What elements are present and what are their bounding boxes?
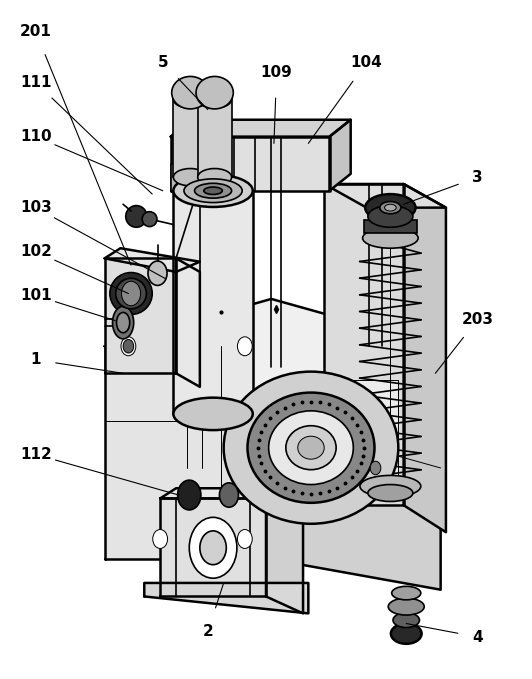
Bar bbox=[198, 99, 231, 177]
Ellipse shape bbox=[173, 175, 253, 207]
Ellipse shape bbox=[298, 436, 324, 459]
Polygon shape bbox=[105, 258, 176, 373]
Ellipse shape bbox=[269, 411, 353, 485]
Bar bbox=[364, 221, 417, 233]
Ellipse shape bbox=[380, 202, 401, 214]
Ellipse shape bbox=[117, 312, 130, 333]
Bar bbox=[173, 99, 207, 177]
Polygon shape bbox=[160, 488, 282, 498]
Polygon shape bbox=[324, 184, 404, 505]
Polygon shape bbox=[266, 498, 303, 613]
Text: 3: 3 bbox=[472, 170, 483, 185]
Circle shape bbox=[219, 483, 238, 507]
Circle shape bbox=[200, 531, 226, 565]
Ellipse shape bbox=[368, 206, 413, 227]
Ellipse shape bbox=[365, 194, 415, 221]
Text: 203: 203 bbox=[462, 312, 494, 327]
Circle shape bbox=[153, 530, 168, 549]
Polygon shape bbox=[171, 120, 351, 136]
Text: 109: 109 bbox=[261, 65, 293, 80]
Ellipse shape bbox=[198, 91, 231, 108]
Circle shape bbox=[370, 461, 381, 475]
Ellipse shape bbox=[360, 475, 421, 497]
Ellipse shape bbox=[363, 228, 418, 249]
Circle shape bbox=[121, 281, 140, 306]
Circle shape bbox=[123, 340, 134, 353]
Ellipse shape bbox=[173, 91, 207, 108]
Ellipse shape bbox=[172, 77, 209, 109]
Polygon shape bbox=[329, 120, 351, 191]
Circle shape bbox=[121, 337, 136, 356]
Ellipse shape bbox=[195, 183, 231, 198]
Circle shape bbox=[237, 337, 252, 356]
Text: 111: 111 bbox=[20, 75, 52, 90]
Polygon shape bbox=[144, 583, 309, 613]
Polygon shape bbox=[171, 136, 329, 191]
Polygon shape bbox=[105, 299, 440, 397]
Text: 101: 101 bbox=[20, 288, 52, 303]
Polygon shape bbox=[340, 380, 398, 495]
Ellipse shape bbox=[173, 168, 207, 186]
Bar bbox=[173, 191, 253, 414]
Ellipse shape bbox=[184, 179, 242, 202]
Text: 104: 104 bbox=[351, 55, 383, 70]
Text: 103: 103 bbox=[20, 200, 52, 215]
Ellipse shape bbox=[198, 168, 231, 186]
Ellipse shape bbox=[368, 485, 413, 502]
Text: 102: 102 bbox=[20, 244, 52, 259]
Ellipse shape bbox=[142, 212, 157, 227]
Ellipse shape bbox=[196, 77, 234, 109]
Text: 2: 2 bbox=[202, 624, 213, 639]
Ellipse shape bbox=[286, 426, 336, 470]
Polygon shape bbox=[113, 284, 128, 302]
Ellipse shape bbox=[247, 392, 375, 503]
Ellipse shape bbox=[126, 206, 147, 227]
Polygon shape bbox=[324, 184, 446, 208]
Text: 1: 1 bbox=[30, 352, 41, 367]
Ellipse shape bbox=[388, 598, 424, 615]
Ellipse shape bbox=[110, 272, 152, 314]
Ellipse shape bbox=[115, 278, 146, 309]
Text: 5: 5 bbox=[157, 55, 168, 70]
Ellipse shape bbox=[173, 398, 253, 430]
Text: 4: 4 bbox=[472, 629, 483, 644]
Ellipse shape bbox=[393, 612, 419, 627]
Ellipse shape bbox=[391, 623, 421, 644]
Polygon shape bbox=[404, 184, 446, 532]
Ellipse shape bbox=[113, 306, 134, 339]
Circle shape bbox=[370, 211, 381, 225]
Ellipse shape bbox=[204, 187, 222, 194]
Polygon shape bbox=[176, 258, 200, 387]
Ellipse shape bbox=[385, 204, 396, 211]
Ellipse shape bbox=[223, 371, 398, 524]
Polygon shape bbox=[271, 346, 440, 589]
Circle shape bbox=[189, 517, 237, 579]
Polygon shape bbox=[105, 249, 200, 272]
Text: 201: 201 bbox=[20, 24, 52, 39]
Polygon shape bbox=[105, 346, 271, 559]
Circle shape bbox=[178, 480, 201, 510]
Polygon shape bbox=[171, 164, 197, 191]
Text: 112: 112 bbox=[20, 447, 52, 462]
Polygon shape bbox=[160, 498, 266, 596]
Ellipse shape bbox=[392, 587, 421, 600]
Text: 110: 110 bbox=[20, 129, 52, 144]
Circle shape bbox=[237, 530, 252, 549]
Circle shape bbox=[148, 261, 167, 285]
